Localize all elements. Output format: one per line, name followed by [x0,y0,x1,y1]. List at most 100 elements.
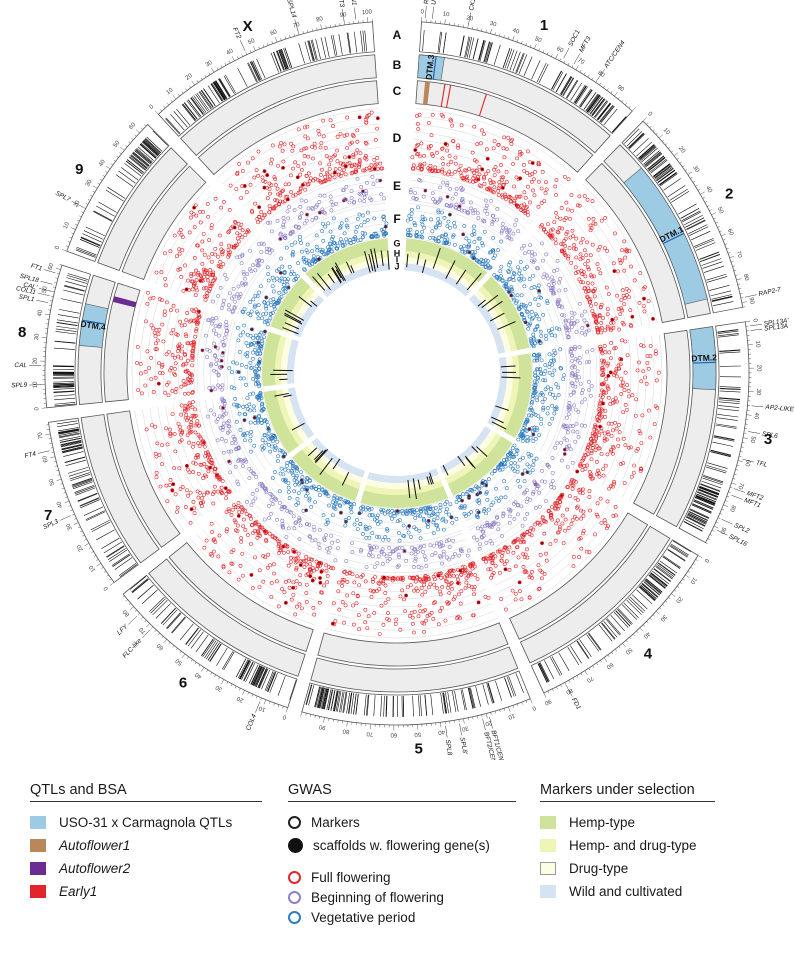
selection-mark [491,416,504,424]
gwas-marker [514,175,519,180]
gwas-marker [415,589,420,593]
gwas-marker [543,363,548,368]
gwas-marker [158,484,163,489]
gwas-marker [422,621,426,626]
scale-tick [702,196,705,199]
scale-tick [692,180,696,183]
track-h-hemp-drug [364,480,444,495]
gene-density-line [308,685,315,706]
gwas-grid-line [350,532,463,547]
gwas-marker [583,452,587,457]
gwas-marker [524,309,529,314]
gwas-marker [170,412,175,416]
gwas-marker [477,486,482,491]
gwas-marker [586,217,591,221]
scale-tick [737,460,743,462]
gwas-marker [531,491,535,496]
gwas-marker [496,169,501,174]
gwas-marker [570,315,575,320]
gwas-marker [416,166,420,170]
gwas-marker [447,545,452,550]
gwas-marker [438,220,442,225]
gwas-marker [503,284,508,288]
scale-tick [731,261,734,263]
gwas-marker [185,467,190,472]
scale-tick [242,690,245,695]
gwas-marker [205,355,210,360]
gwas-marker [493,563,498,568]
gwas-marker [383,591,388,595]
gwas-marker [410,621,415,626]
gene-density-line [333,690,339,712]
scale-tick [91,551,94,553]
gwas-marker [432,518,436,523]
gwas-marker [603,409,608,413]
scale-tick [715,521,719,524]
gwas-marker [483,258,488,263]
gwas-marker [571,429,576,434]
gwas-marker [388,552,393,556]
gwas-marker [145,301,150,306]
scale-tick [618,646,621,649]
gwas-marker [575,358,580,363]
gene-density-line [445,692,449,714]
gwas-marker [401,523,406,528]
gwas-marker [227,291,232,296]
gwas-marker [590,443,595,448]
gwas-marker [597,407,602,412]
gwas-marker [560,521,565,526]
gene-density-line [531,60,541,80]
gwas-marker [543,230,548,234]
gwas-marker [556,230,561,235]
gwas-marker [352,522,357,527]
gwas-marker [295,496,300,501]
gwas-marker [231,286,236,291]
gwas-marker [383,583,388,588]
gwas-marker [443,575,447,580]
gene-density-line [706,276,728,283]
gwas-marker [350,541,354,545]
gwas-marker [539,576,544,581]
gwas-grid-line [628,334,663,501]
gwas-marker [489,552,494,557]
gwas-marker [452,224,457,229]
gwas-marker [286,485,291,490]
scale-tick [543,692,547,698]
gwas-marker [440,210,444,215]
scale-tick [472,26,474,30]
gwas-marker [552,220,557,224]
gene-density-line [314,686,320,708]
gwas-marker [603,216,608,220]
gwas-marker [349,510,354,515]
gwas-marker [418,536,423,541]
gwas-marker [568,407,572,412]
gene-density-line [523,56,533,77]
gwas-marker [457,207,462,211]
gwas-marker [523,195,528,200]
gwas-marker [408,233,413,237]
gwas-marker [409,217,413,221]
gwas-marker [525,462,530,467]
gene-density-line [579,639,592,657]
gwas-marker [482,509,486,514]
gwas-marker [367,543,372,548]
gwas-marker [393,621,398,626]
gwas-marker [431,235,436,240]
gene-density-line [686,219,706,230]
scale-tick [713,217,716,220]
scale-tick [85,203,89,205]
scale-tick [481,28,483,32]
gwas-marker [487,524,492,529]
gwas-marker [225,527,230,531]
gwas-marker [588,297,593,302]
gwas-marker [319,569,324,574]
selection-mark [407,479,411,499]
gwas-marker [478,236,482,241]
tick-label: 0 [55,245,62,251]
gwas-marker [599,330,604,335]
gene-density-line [628,133,645,149]
gwas-marker [556,385,561,390]
track-i-drug [493,356,513,429]
scale-tick [71,232,74,235]
gwas-marker [440,156,445,161]
